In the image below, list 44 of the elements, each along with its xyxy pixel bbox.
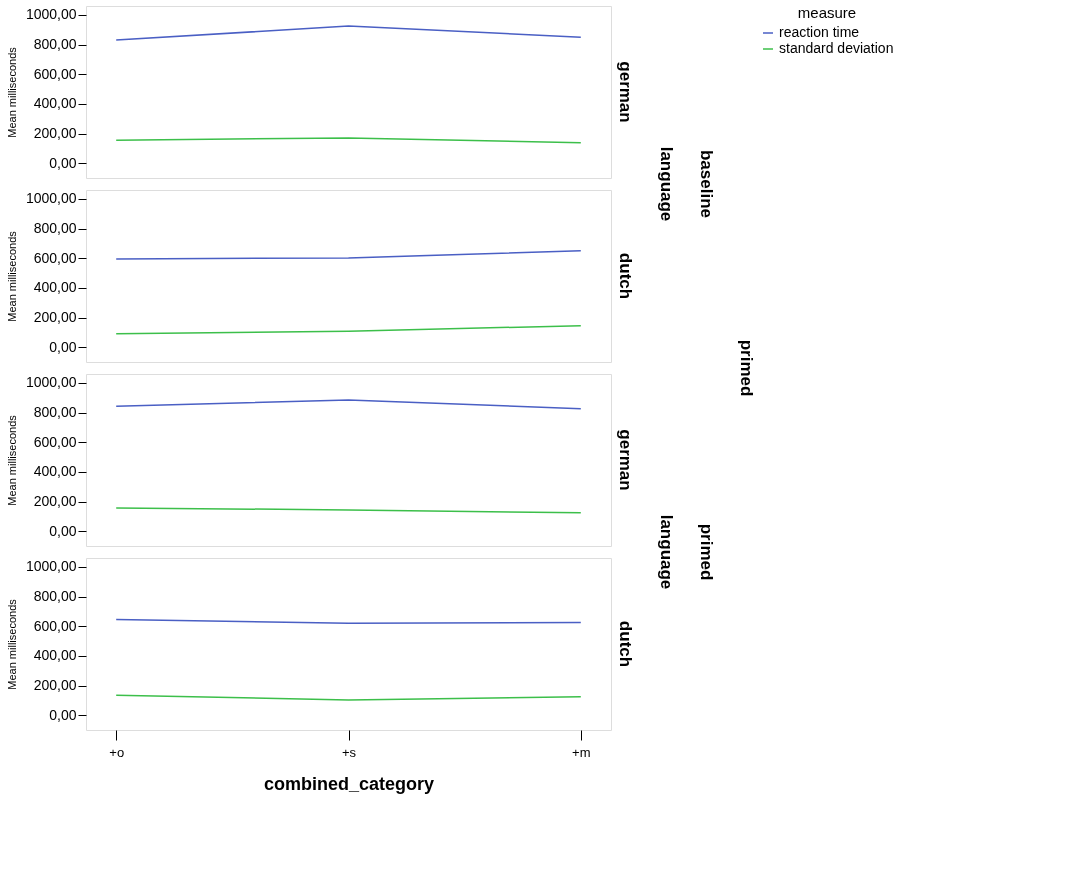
- y-tick-label: 1000,00: [25, 6, 77, 23]
- y-tick-label: 0,00: [49, 522, 77, 539]
- x-tick-label: +o: [109, 744, 125, 760]
- y-tick-label: 0,00: [49, 338, 77, 355]
- y-tick-label: 400,00: [33, 647, 77, 664]
- y-tick-label: 1000,00: [25, 190, 77, 207]
- y-axis-title: Mean milliseconds: [5, 46, 18, 138]
- text: dutch: [616, 620, 635, 668]
- y-tick-label: 200,00: [33, 493, 77, 510]
- y-tick-label: 800,00: [33, 36, 77, 53]
- text: language: [657, 146, 676, 222]
- text: dutch: [616, 252, 635, 300]
- y-tick-label: 400,00: [33, 463, 77, 480]
- y-tick-label: 800,00: [33, 220, 77, 237]
- y-axis-title: Mean milliseconds: [5, 414, 18, 506]
- text: german: [616, 429, 635, 491]
- text: primed: [737, 339, 756, 397]
- y-tick-label: 600,00: [33, 65, 77, 82]
- y-tick-label: 0,00: [49, 706, 77, 723]
- y-tick-label: 400,00: [33, 95, 77, 112]
- y-tick-label: 0,00: [49, 154, 77, 171]
- y-tick-label: 200,00: [33, 309, 77, 326]
- x-axis-title: combined_category: [263, 773, 435, 794]
- legend-label: standard deviation: [779, 40, 894, 56]
- y-tick-label: 1000,00: [25, 558, 77, 575]
- y-tick-label: 800,00: [33, 404, 77, 421]
- text: language: [657, 514, 676, 590]
- y-tick-label: 1000,00: [25, 374, 77, 391]
- text: german: [616, 61, 635, 123]
- x-tick-label: +s: [341, 744, 357, 760]
- y-tick-label: 600,00: [33, 617, 77, 634]
- legend-label: reaction time: [779, 24, 860, 40]
- y-tick-label: 600,00: [33, 433, 77, 450]
- legend-title: measure: [797, 4, 857, 21]
- y-tick-label: 200,00: [33, 677, 77, 694]
- y-axis-title: Mean milliseconds: [5, 598, 18, 690]
- text: primed: [697, 523, 716, 581]
- y-tick-label: 400,00: [33, 279, 77, 296]
- y-tick-label: 600,00: [33, 249, 77, 266]
- y-tick-label: 200,00: [33, 125, 77, 142]
- y-axis-title: Mean milliseconds: [5, 230, 18, 322]
- text: baseline: [697, 149, 716, 219]
- y-tick-label: 800,00: [33, 588, 77, 605]
- x-tick-label: +m: [572, 744, 591, 760]
